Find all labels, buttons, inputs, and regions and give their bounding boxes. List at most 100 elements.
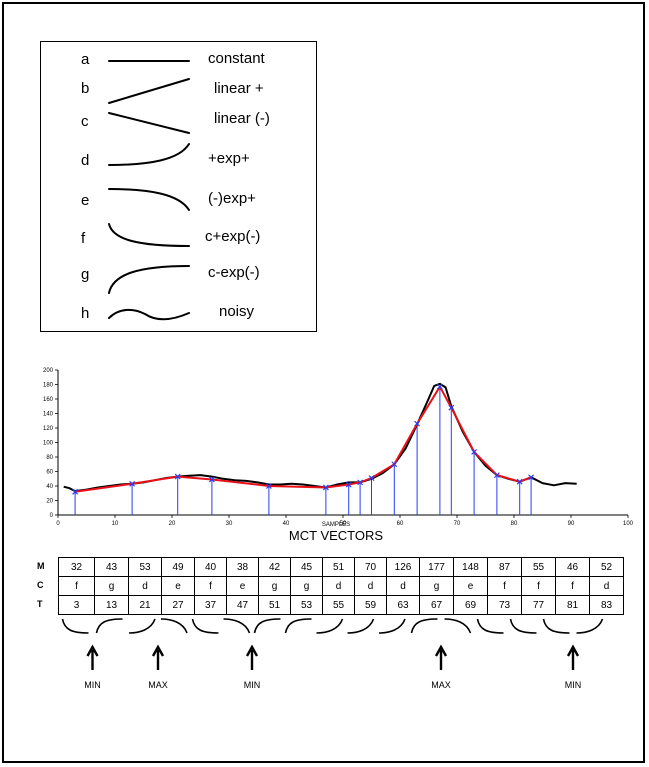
legend-name-a: constant (208, 50, 265, 67)
table-cell: e (161, 576, 195, 596)
table-cell: 55 (322, 595, 355, 615)
table-cell: g (419, 576, 454, 596)
y-tick-label: 40 (46, 484, 53, 490)
legend-name-h: noisy (219, 303, 255, 320)
table-cell: 126 (386, 557, 420, 577)
x-tick-label: 100 (623, 521, 634, 527)
table-cell: 43 (94, 557, 129, 577)
legend-letter-d: d (81, 152, 90, 169)
vector-marker (391, 461, 398, 468)
row-label-m: M (37, 561, 45, 571)
shape-glyph-e (444, 618, 472, 634)
shape-glyph-d (128, 618, 156, 634)
vector-marker (516, 478, 523, 485)
x-tick-label: 90 (568, 521, 575, 527)
legend-name-f: c+exp(-) (205, 228, 261, 245)
table-cell: f (555, 576, 590, 596)
vector-marker (471, 449, 478, 455)
shape-glyph-f (476, 618, 504, 634)
y-tick-label: 20 (46, 499, 53, 505)
table-cell: 32 (58, 557, 95, 577)
linear-down-shape-icon (108, 112, 190, 134)
table-cell: d (322, 576, 355, 596)
shape-glyph-e (160, 618, 188, 634)
table-cell: 70 (354, 557, 387, 577)
table-cell: g (290, 576, 323, 596)
x-axis-label: SAMPLES (322, 522, 350, 528)
table-cell: 49 (161, 557, 195, 577)
table-cell: d (589, 576, 624, 596)
exp-up-shape-icon (108, 143, 190, 166)
annotation-arrow (86, 644, 99, 670)
vector-marker (493, 472, 500, 479)
table-cell: f (487, 576, 522, 596)
table-cell: 51 (258, 595, 291, 615)
x-tick-label: 20 (169, 521, 176, 527)
vector-marker (357, 479, 364, 486)
vector-marker (72, 488, 79, 495)
shape-glyph-g (410, 618, 438, 634)
vector-marker (129, 480, 136, 487)
shape-row (61, 618, 604, 670)
x-tick-label: 60 (397, 521, 404, 527)
row-label-t: T (37, 599, 43, 609)
shape-glyph-f (509, 618, 537, 634)
y-tick-label: 140 (43, 412, 54, 418)
legend-name-d: +exp+ (208, 150, 250, 167)
vector-marker (345, 481, 352, 488)
vector-marker (322, 484, 329, 491)
table-cell: 53 (290, 595, 323, 615)
shape-glyph-d (378, 618, 406, 634)
table-cell: 73 (487, 595, 522, 615)
vector-marker (414, 420, 421, 427)
y-tick-label: 100 (43, 441, 54, 447)
vector-marker (448, 404, 455, 411)
table-cell: f (521, 576, 556, 596)
table-cell: d (386, 576, 420, 596)
legend-letter-h: h (81, 305, 90, 322)
exp-down-shape-icon (108, 188, 190, 211)
shape-glyph-f (542, 618, 570, 634)
table-cell: 38 (226, 557, 259, 577)
table-cell: 42 (258, 557, 291, 577)
table-cell: 63 (386, 595, 420, 615)
table-cell: e (453, 576, 488, 596)
table-cell: 52 (589, 557, 624, 577)
table-cell: 69 (453, 595, 488, 615)
legend-box: a constant b linear + c linear (-) d +ex… (40, 41, 317, 332)
table-cell: d (354, 576, 387, 596)
shape-glyph-d (347, 618, 375, 634)
table-cell: d (128, 576, 162, 596)
table-cell: 3 (58, 595, 95, 615)
chart: 0 10 20 30 40 50 60 70 80 90 100 0 20 40 60 80 100 120 140… (43, 368, 634, 543)
table-cell: 45 (290, 557, 323, 577)
wave-shape-icon (108, 308, 190, 321)
shape-glyph-d (316, 618, 344, 634)
x-tick-label: 10 (112, 521, 119, 527)
saturation-shape-icon (108, 265, 190, 294)
vector-marker (208, 476, 215, 483)
table-cell: f (194, 576, 227, 596)
y-tick-label: 160 (43, 397, 54, 403)
table-cell: 81 (555, 595, 590, 615)
table-cell: 77 (521, 595, 556, 615)
legend-letter-f: f (81, 230, 86, 247)
table-cell: 51 (322, 557, 355, 577)
annotation-label-min: MIN (564, 680, 582, 690)
y-tick-label: 180 (43, 383, 54, 389)
x-tick-label: 0 (56, 521, 60, 527)
annotation-arrow (566, 644, 580, 670)
shape-glyph-g (253, 618, 281, 634)
table-cell: 21 (128, 595, 162, 615)
table-cell: 83 (589, 595, 624, 615)
table-cell: g (258, 576, 291, 596)
chart-caption: MCT VECTORS (289, 528, 383, 543)
vector-marker (436, 383, 443, 390)
shape-glyph-f (61, 618, 89, 634)
table-cell: g (94, 576, 129, 596)
legend-letter-a: a (81, 51, 90, 68)
table-cell: 47 (226, 595, 259, 615)
shape-glyph-g (95, 618, 123, 634)
x-tick-label: 50 (340, 521, 347, 527)
